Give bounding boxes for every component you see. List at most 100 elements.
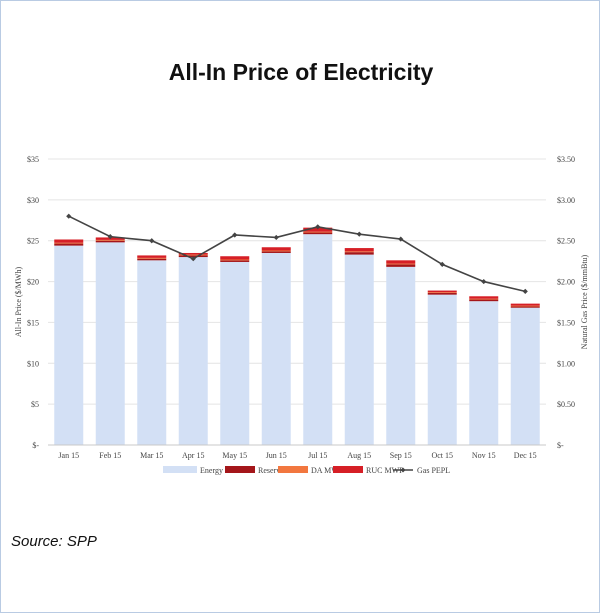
bar-da-mwp: [303, 231, 333, 233]
y-tick-label: $35: [27, 155, 39, 164]
bar-energy: [469, 301, 499, 445]
bar-reserves: [427, 293, 457, 295]
gas-pepl-point: [439, 261, 445, 268]
y2-axis-title: Natural Gas Price ($/mmBtu): [580, 254, 589, 349]
bar-reserves: [469, 299, 499, 302]
y-tick-label: $10: [27, 359, 39, 368]
gas-pepl-point: [149, 238, 155, 244]
legend-swatch-ruc-mwp: [333, 466, 363, 473]
bar-da-mwp: [178, 254, 208, 256]
y2-tick-label: $1.00: [557, 359, 575, 368]
y2-tick-label: $1.50: [557, 318, 575, 327]
y2-tick-label: $2.50: [557, 237, 575, 246]
bar-ruc-mwp: [220, 256, 250, 260]
y-tick-label: $15: [27, 318, 39, 327]
bar-da-mwp: [469, 298, 499, 300]
bar-energy: [137, 260, 167, 445]
bar-reserves: [137, 258, 167, 261]
x-tick-label: Aug 15: [347, 451, 371, 460]
bar-reserves: [303, 232, 333, 235]
y-tick-label: $5: [31, 400, 39, 409]
gas-pepl-point: [315, 224, 321, 230]
x-tick-label: Jun 15: [266, 451, 287, 460]
y-tick-label: $-: [32, 441, 39, 450]
bar-energy: [95, 242, 125, 445]
bar-energy: [54, 245, 84, 445]
bar-ruc-mwp: [386, 260, 416, 264]
gas-pepl-line: [68, 215, 526, 293]
x-tick-label: Feb 15: [99, 451, 121, 460]
gas-pepl-point: [66, 213, 72, 219]
bar-ruc-mwp: [303, 227, 333, 232]
legend-swatch-reserves: [225, 466, 255, 473]
legend-swatch-energy: [163, 466, 197, 473]
y-tick-label: $20: [27, 278, 39, 287]
bar-reserves: [510, 306, 540, 308]
gas-pepl-point: [273, 234, 279, 241]
gas-pepl-point: [398, 236, 404, 242]
gas-pepl-point: [190, 256, 196, 262]
gas-pepl-point: [481, 278, 487, 285]
bar-da-mwp: [54, 242, 84, 244]
bar-da-mwp: [95, 239, 125, 241]
y-tick-label: $25: [27, 237, 39, 246]
legend-label-gas-pepl: Gas PEPL: [417, 466, 450, 475]
bar-reserves: [344, 252, 374, 255]
bar-da-mwp: [220, 259, 250, 261]
bar-energy: [261, 252, 291, 445]
x-tick-label: Dec 15: [514, 451, 537, 460]
x-tick-label: Sep 15: [390, 451, 412, 460]
bar-reserves: [386, 264, 416, 267]
legend: Energy Reserves DA MWP RUC MWP Gas PEPL: [163, 466, 450, 475]
bar-da-mwp: [261, 250, 291, 252]
y2-tick-label: $3.00: [557, 196, 575, 205]
bar-ruc-mwp: [54, 239, 84, 243]
legend-marker-gas-pepl: [400, 467, 406, 473]
chart-title: All-In Price of Electricity: [168, 59, 434, 85]
bar-da-mwp: [137, 257, 167, 259]
bar-reserves: [54, 243, 84, 246]
gas-pepl-point: [356, 231, 362, 237]
gas-line: [66, 213, 528, 294]
y-axis-title: All-In Price ($/MWh): [14, 267, 23, 338]
bar-reserves: [95, 240, 125, 243]
bar-da-mwp: [344, 251, 374, 253]
bar-da-mwp: [510, 305, 540, 307]
bar-reserves: [220, 260, 250, 262]
bar-ruc-mwp: [261, 247, 291, 251]
legend-label-da-mwp: DA MWP: [311, 466, 344, 475]
y2-tick-label: $3.50: [557, 155, 575, 164]
gas-pepl-point: [107, 234, 113, 240]
bar-ruc-mwp: [344, 248, 374, 252]
bar-energy: [510, 307, 540, 445]
bar-energy: [303, 234, 333, 445]
x-tick-label: Oct 15: [431, 451, 453, 460]
bar-energy: [386, 266, 416, 445]
x-tick-label: Nov 15: [472, 451, 496, 460]
bar-ruc-mwp: [510, 303, 540, 306]
source-note: Source: SPP: [11, 533, 97, 550]
bar-ruc-mwp: [469, 296, 499, 299]
axes: $- $5 $10 $15 $20 $25 $30 $35 $- $0.50 $1.00 $1.50 $…: [14, 155, 589, 460]
bar-energy: [178, 257, 208, 445]
chart-svg: $- $5 $10 $15 $20 $25 $30 $35 $- $0.50 $1.00 $1.50 $…: [14, 155, 589, 475]
x-tick-label: May 15: [222, 451, 247, 460]
y2-tick-label: $-: [557, 441, 564, 450]
gas-pepl-point: [522, 288, 528, 294]
y2-tick-label: $2.00: [557, 278, 575, 287]
legend-label-reserves: Reserves: [258, 466, 287, 475]
legend-label-ruc-mwp: RUC MWP: [366, 466, 404, 475]
bar-energy: [220, 261, 250, 445]
gas-pepl-point: [232, 232, 238, 238]
bar-energy: [344, 254, 374, 445]
x-tick-label: Jan 15: [58, 451, 79, 460]
bar-da-mwp: [427, 292, 457, 294]
bar-ruc-mwp: [427, 290, 457, 293]
legend-swatch-da-mwp: [278, 466, 308, 473]
bar-da-mwp: [386, 263, 416, 265]
x-tick-label: Mar 15: [140, 451, 163, 460]
y-tick-label: $30: [27, 196, 39, 205]
x-tick-label: Apr 15: [182, 451, 204, 460]
y2-tick-label: $0.50: [557, 400, 575, 409]
legend-label-energy: Energy: [200, 466, 223, 475]
